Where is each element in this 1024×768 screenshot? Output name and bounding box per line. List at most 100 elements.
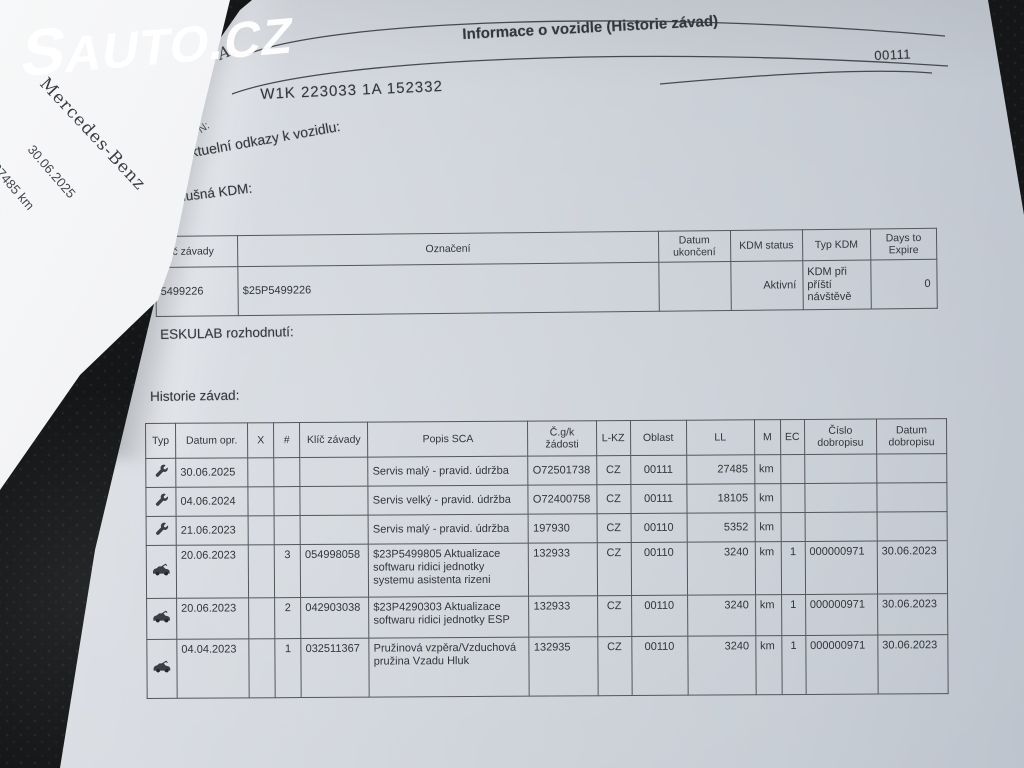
wrench-icon	[155, 464, 168, 477]
history-ec-cell: 1	[781, 635, 806, 695]
history-credit-cell: 000000971	[805, 594, 878, 636]
history-request-cell: O72400758	[528, 484, 597, 515]
history-key-cell: 054998058	[300, 544, 369, 598]
history-lkz-cell: CZ	[596, 455, 631, 485]
column-header: X	[247, 422, 274, 458]
history-key-cell	[300, 515, 369, 545]
history-date-cell: 20.06.2023	[176, 597, 249, 640]
history-credit-date-cell	[876, 482, 948, 513]
history-x-cell	[248, 486, 275, 516]
history-desc-cell: Servis velký - pravid. údržba	[368, 485, 529, 516]
history-request-cell: 132933	[528, 542, 598, 597]
car-hood-icon	[153, 660, 170, 673]
car-hood-icon	[152, 610, 170, 623]
history-date-cell: 30.06.2025	[175, 457, 249, 488]
history-credit-cell	[804, 512, 878, 542]
wrench-icon	[155, 522, 168, 535]
history-ll-cell: 27485	[686, 454, 755, 485]
history-region-cell: 00110	[631, 595, 688, 637]
history-ec-cell	[780, 512, 805, 542]
history-seq-cell	[274, 486, 301, 516]
history-desc-cell: Servis malý - pravid. údržba	[368, 514, 529, 545]
history-credit-cell: 000000971	[804, 541, 878, 595]
column-header: Datum ukončení	[658, 230, 731, 263]
eskulab-section-label: ESKULAB rozhodnutí:	[160, 324, 294, 342]
column-header: Typ	[145, 423, 176, 459]
history-date-cell: 20.06.2023	[176, 544, 249, 599]
table-row: 20.06.2023 2 042903038 $23P4290303 Aktua…	[146, 593, 948, 640]
history-desc-cell: Servis malý - pravid. údržba	[367, 456, 529, 487]
history-header-row: Typ Datum opr. X # Klíč závady Popis SCA…	[145, 418, 947, 459]
column-header: Popis SCA	[367, 421, 529, 458]
note-service: rvis A	[0, 186, 5, 220]
history-date-cell: 04.06.2024	[175, 486, 249, 517]
table-row: 20.06.2023 3 054998058 $23P5499805 Aktua…	[146, 540, 948, 599]
history-credit-date-cell	[876, 453, 947, 484]
history-lkz-cell: CZ	[597, 595, 632, 637]
history-region-cell: 00110	[631, 636, 688, 696]
history-type-cell	[146, 545, 177, 599]
table-row: 30.06.2025 Servis malý - pravid. údržba …	[145, 453, 947, 488]
history-section-label: Historie závad:	[150, 387, 240, 404]
column-header: Číslo dobropisu	[804, 419, 877, 455]
history-ec-cell: 1	[780, 541, 806, 595]
column-header: Č.g/k žádosti	[527, 420, 597, 457]
history-region-cell: 00110	[630, 513, 687, 543]
history-desc-cell: $23P4290303 Aktualizace softwaru ridici …	[368, 596, 530, 639]
column-header: Days to Expire	[870, 228, 937, 261]
page-number: 00111	[874, 46, 912, 63]
history-type-cell	[145, 458, 176, 488]
history-x-cell	[248, 515, 275, 545]
column-header: M	[754, 419, 781, 455]
column-header: Klíč závady	[299, 422, 368, 458]
history-unit-cell: km	[754, 454, 781, 484]
history-credit-date-cell: 30.06.2023	[877, 634, 949, 695]
history-key-cell: 032511367	[300, 638, 370, 698]
column-header: Označení	[237, 231, 659, 267]
history-region-cell: 00111	[630, 455, 687, 485]
kdm-key-cell: 5499226	[155, 266, 239, 317]
column-header: #	[273, 422, 300, 458]
history-key-cell: 042903038	[300, 597, 370, 639]
history-x-cell	[248, 597, 275, 639]
history-seq-cell: 1	[274, 638, 302, 698]
column-header: Datum opr.	[175, 422, 248, 459]
history-x-cell	[248, 544, 275, 598]
column-header: Datum dobropisu	[876, 418, 947, 455]
note-fragment: 024	[0, 224, 3, 251]
history-ll-cell: 5352	[686, 512, 755, 543]
history-unit-cell: km	[755, 635, 782, 695]
history-key-cell	[300, 486, 369, 516]
history-x-cell	[247, 457, 275, 487]
history-credit-cell	[804, 483, 877, 513]
history-table: Typ Datum opr. X # Klíč závady Popis SCA…	[145, 418, 949, 699]
table-row: 04.04.2023 1 032511367 Pružinová vzpěra/…	[146, 634, 949, 699]
history-request-cell: 197930	[528, 513, 597, 544]
history-ll-cell: 3240	[687, 635, 756, 696]
kdm-end-date-cell	[658, 261, 732, 312]
history-ll-cell: 3240	[686, 541, 756, 596]
note-km: 27485 km	[0, 160, 38, 213]
history-region-cell: 00110	[630, 542, 688, 596]
history-seq-cell: 3	[274, 544, 301, 598]
kdm-days-cell: 0	[870, 259, 938, 310]
table-row: 21.06.2023 Servis malý - pravid. údržba …	[146, 511, 948, 546]
history-ec-cell: 1	[781, 594, 806, 636]
history-unit-cell: km	[754, 541, 782, 595]
history-ll-cell: 18105	[686, 483, 755, 514]
column-header: Oblast	[630, 420, 687, 456]
history-seq-cell: 2	[274, 597, 301, 639]
history-desc-cell: $23P5499805 Aktualizace softwaru ridici …	[368, 543, 530, 598]
history-type-cell	[146, 516, 177, 546]
history-lkz-cell: CZ	[596, 513, 631, 543]
history-lkz-cell: CZ	[596, 542, 632, 596]
history-lkz-cell: CZ	[596, 484, 631, 514]
note-date: 30.06.2025	[24, 142, 79, 201]
history-ec-cell	[780, 483, 805, 513]
history-credit-date-cell: 30.06.2023	[877, 540, 948, 595]
history-credit-date-cell	[876, 511, 948, 542]
history-date-cell: 04.04.2023	[176, 638, 250, 699]
history-seq-cell	[274, 515, 301, 545]
history-x-cell	[248, 638, 276, 698]
